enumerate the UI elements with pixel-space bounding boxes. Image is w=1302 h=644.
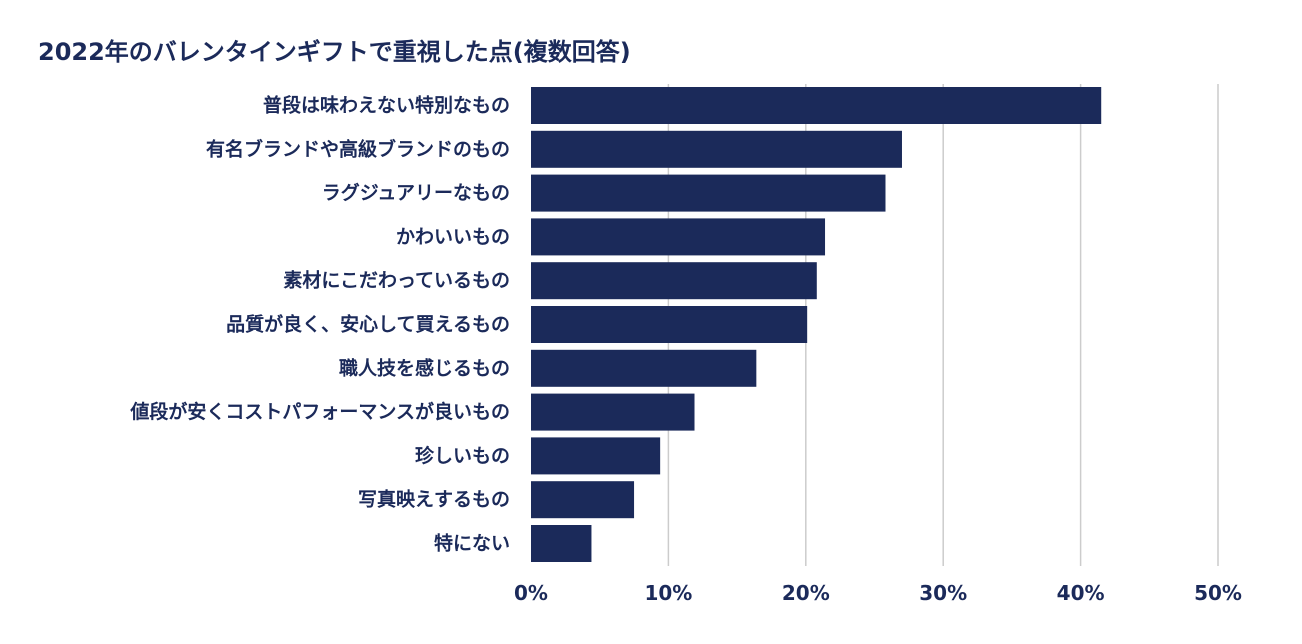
bar [531,349,757,387]
category-label: 素材にこだわっているもの [283,269,510,292]
bar [531,87,1102,124]
bars [531,87,1102,562]
category-label: かわいいもの [396,226,510,248]
category-label: 珍しいもの [415,444,510,467]
x-tick-labels: 0% 10% 20% 30% 40% 50% [514,581,1242,605]
x-tick-label: 30% [919,581,967,605]
bar [531,306,808,343]
bar [531,262,817,300]
x-tick-label: 20% [782,581,830,605]
category-label: 職人技を感じるもの [339,356,510,379]
chart-title: 2022年のバレンタインギフトで重視した点(複数回答) [38,38,631,66]
bar [531,525,592,562]
category-label: 値段が安くコストパフォーマンスが良いもの [129,400,510,423]
bar [531,130,902,168]
x-tick-label: 0% [514,581,548,605]
x-tick-label: 10% [644,581,692,605]
bar [531,437,661,475]
bar [531,393,695,431]
category-label: ラグジュアリーなもの [322,181,510,204]
category-label: 品質が良く、安心して買えるもの [226,313,510,336]
bar [531,481,635,519]
x-tick-label: 50% [1194,581,1242,605]
bar [531,174,886,212]
category-label: 普段は味わえない特別なもの [263,94,510,117]
x-tick-label: 40% [1057,581,1105,605]
category-label: 有名ブランドや高級ブランドのもの [206,137,510,160]
category-labels: 普段は味わえない特別なもの有名ブランドや高級ブランドのものラグジュアリーなものか… [129,94,510,555]
category-label: 写真映えするもの [358,488,510,511]
category-label: 特にない [434,533,510,555]
bar [531,218,826,256]
